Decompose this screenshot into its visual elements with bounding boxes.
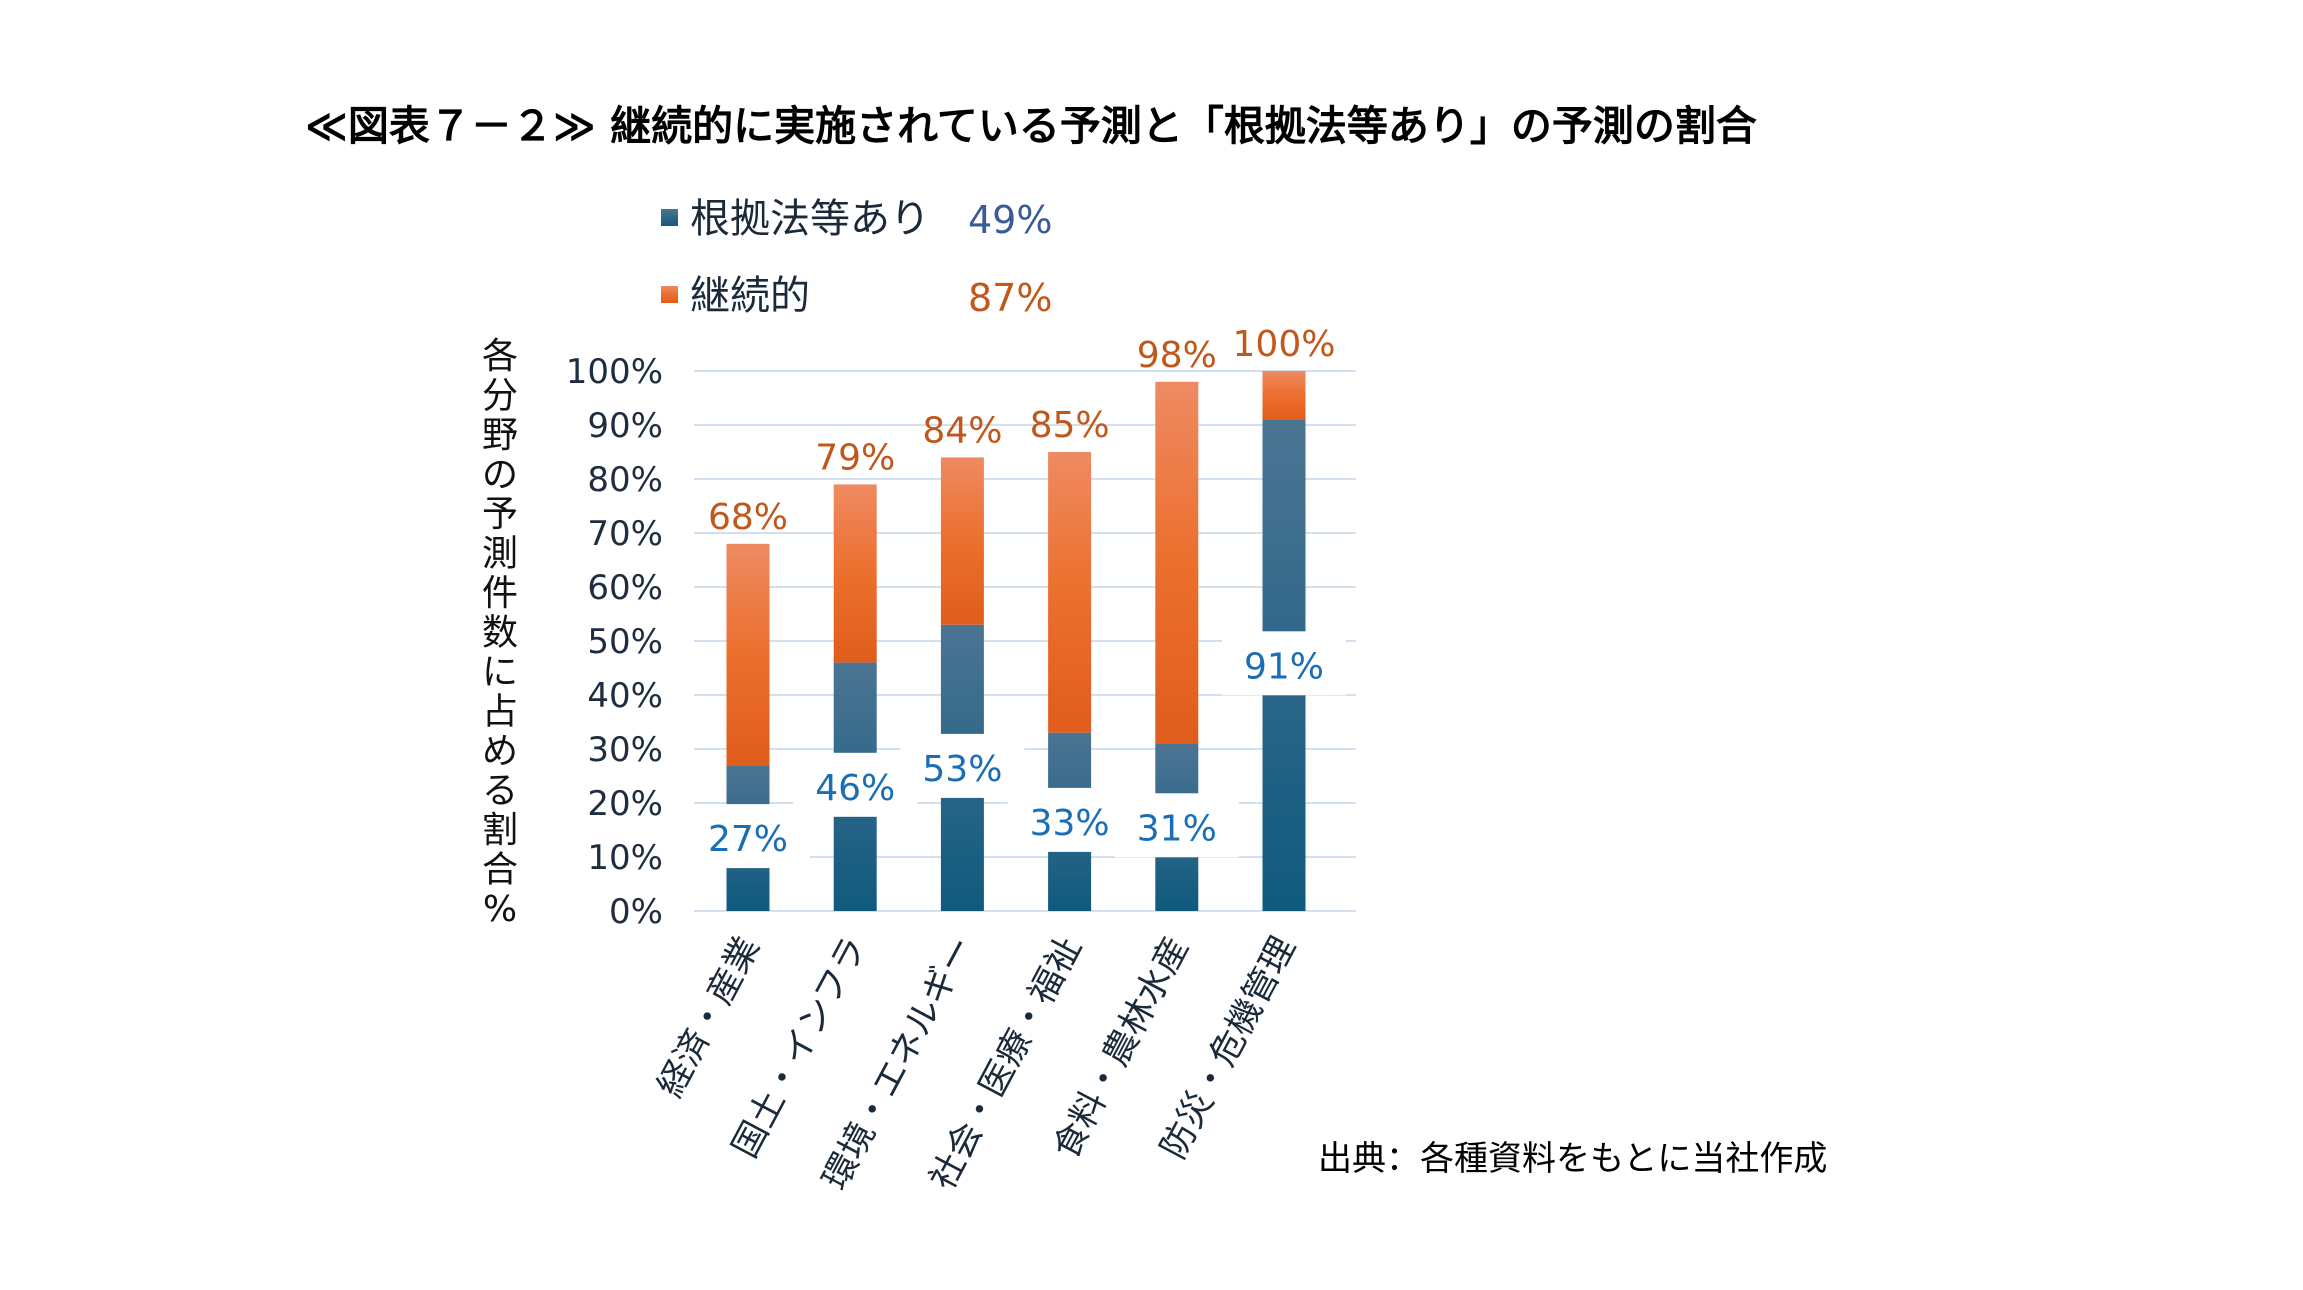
bar-continuous xyxy=(940,457,984,625)
legend-value-basis: 49% xyxy=(968,198,1052,242)
data-label-basis: 33% xyxy=(1030,803,1110,844)
legend-label-continuous: 継続的 xyxy=(690,273,810,319)
data-label-basis: 27% xyxy=(708,819,788,860)
data-label-basis: 91% xyxy=(1244,646,1324,687)
y-tick-labels: 0% 10% 20% 30% 40% 50% 60% 70% 80% 90% 100% xyxy=(566,352,663,932)
bar-continuous xyxy=(726,543,770,766)
y-axis-label-char: る xyxy=(482,771,518,812)
y-axis-label-char: % xyxy=(483,889,517,930)
y-axis-label-char: 予 xyxy=(482,494,518,535)
data-label-basis: 31% xyxy=(1137,808,1217,849)
data-label-bg xyxy=(1222,631,1346,696)
y-tick-label: 100% xyxy=(566,352,663,392)
y-axis-label-char: 分 xyxy=(482,376,518,417)
data-label-bg xyxy=(793,752,918,817)
legend-swatch-blue xyxy=(661,209,678,226)
y-tick-label: 50% xyxy=(587,622,663,662)
x-category-labels: 経済・産業国土・インフラ環境・エネルギー社会・医療・福祉食料・農林水産防災・危機… xyxy=(650,930,1303,1196)
bar-continuous xyxy=(833,484,877,663)
y-tick-label: 90% xyxy=(587,406,663,446)
data-label-bg xyxy=(1007,787,1132,852)
y-tick-label: 60% xyxy=(587,568,663,608)
legend-value-continuous: 87% xyxy=(968,276,1052,320)
y-axis-label-char: 数 xyxy=(482,613,518,654)
legend-label-basis: 根拠法等あり xyxy=(690,196,930,242)
y-axis-label-char: 野 xyxy=(482,415,518,456)
chart-title: ≪図表７－２≫ 継続的に実施されている予測と「根拠法等あり」の予測の割合 xyxy=(305,102,1757,150)
data-label-continuous: 79% xyxy=(815,437,895,478)
y-axis-label-char: 占 xyxy=(482,692,518,733)
y-tick-label: 30% xyxy=(587,730,663,770)
y-axis-label-char: め xyxy=(482,731,518,772)
data-label-basis: 53% xyxy=(922,749,1002,790)
bars xyxy=(726,371,1306,911)
data-label-bg xyxy=(900,733,1025,798)
data-label-bg xyxy=(1114,793,1239,858)
y-axis-label-char: 件 xyxy=(482,573,518,614)
data-label-continuous: 68% xyxy=(708,497,788,538)
bar-continuous xyxy=(1048,452,1092,733)
data-label-bg xyxy=(686,804,810,869)
y-axis-label-char: の xyxy=(482,455,518,496)
data-label-continuous: 84% xyxy=(922,410,1002,451)
y-axis-label-char: 合 xyxy=(482,850,518,891)
source-note: 出典：各種資料をもとに当社作成 xyxy=(1318,1139,1827,1179)
data-labels: 27% 68% 46% 79% 53% 84% 33% 85% 31% 98% 91% 100% xyxy=(686,324,1346,869)
legend-item-basis: 根拠法等あり 49% xyxy=(661,196,1052,242)
data-label-continuous: 100% xyxy=(1233,324,1336,365)
bar-continuous xyxy=(1262,371,1306,420)
x-category-label: 経済・産業 xyxy=(650,930,767,1103)
legend: 根拠法等あり 49% 継続的 87% xyxy=(661,196,1052,320)
y-tick-label: 70% xyxy=(587,514,663,554)
y-axis-label-char: 割 xyxy=(482,810,518,851)
y-tick-label: 80% xyxy=(587,460,663,500)
y-axis-label-char: 測 xyxy=(482,534,518,575)
data-label-basis: 46% xyxy=(815,768,895,809)
data-label-continuous: 98% xyxy=(1137,335,1217,376)
y-tick-label: 20% xyxy=(587,784,663,824)
data-label-continuous: 85% xyxy=(1030,405,1110,446)
y-tick-label: 40% xyxy=(587,676,663,716)
legend-swatch-orange xyxy=(661,286,678,303)
y-tick-label: 10% xyxy=(587,838,663,878)
legend-item-continuous: 継続的 87% xyxy=(661,273,1052,320)
y-axis-label-char: に xyxy=(482,652,518,693)
y-axis-label-char: 各 xyxy=(482,336,518,377)
y-tick-label: 0% xyxy=(609,892,663,932)
bar-continuous xyxy=(1155,381,1199,744)
